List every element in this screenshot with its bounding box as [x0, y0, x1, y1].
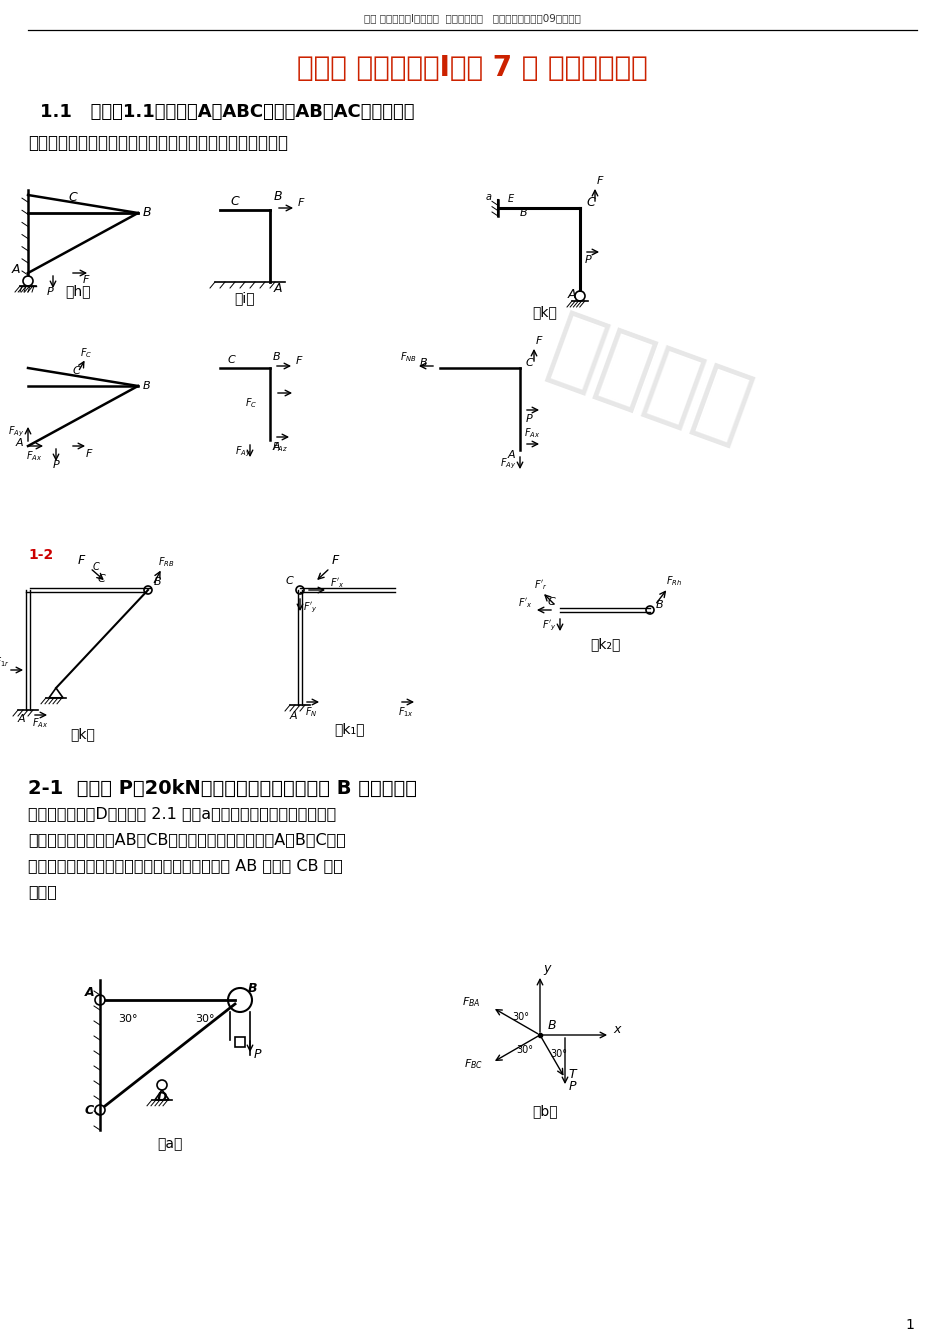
Text: P: P [568, 1080, 576, 1094]
Text: $F'_x$: $F'_x$ [517, 596, 532, 610]
Text: F: F [597, 176, 602, 186]
Text: $F'_r$: $F'_r$ [533, 578, 548, 592]
Text: C: C [526, 358, 533, 368]
Text: A: A [274, 282, 282, 295]
Text: （i）: （i） [234, 291, 255, 305]
Text: $F_{Rh}$: $F_{Rh}$ [666, 574, 682, 588]
Text: C: C [69, 191, 77, 205]
Text: $F_C$: $F_C$ [80, 346, 93, 360]
Text: $F_{1x}$: $F_{1x}$ [397, 705, 413, 719]
Text: 哈工大 理论力学（I）第 7 版 部分习题答案: 哈工大 理论力学（I）第 7 版 部分习题答案 [296, 53, 647, 82]
Text: A: A [16, 439, 24, 448]
Text: （h）: （h） [65, 283, 91, 298]
Text: 未画重力的各物体的自重不计，所有接触处均为光滑接触。: 未画重力的各物体的自重不计，所有接触处均为光滑接触。 [28, 134, 288, 152]
Text: T: T [567, 1068, 575, 1082]
Text: F: F [83, 275, 89, 285]
Text: B: B [154, 578, 161, 587]
Text: F: F [86, 449, 93, 459]
Text: 1: 1 [904, 1318, 914, 1332]
Text: 30°: 30° [194, 1013, 214, 1024]
Text: C: C [229, 195, 239, 209]
Text: F: F [535, 336, 542, 346]
Text: B: B [247, 981, 257, 995]
Text: A: A [567, 287, 576, 301]
Text: $F_{RB}$: $F_{RB}$ [158, 555, 175, 568]
Text: B: B [274, 190, 282, 203]
Text: x: x [613, 1023, 619, 1036]
Text: B: B [419, 358, 428, 368]
Text: C: C [585, 197, 594, 209]
Text: 机械整理: 机械整理 [538, 306, 761, 455]
Text: （b）: （b） [531, 1104, 557, 1118]
Text: $F_C$: $F_C$ [244, 396, 257, 410]
Text: 1.1   画出题1.1图中物体A、ABC或构件AB、AC的受力图。: 1.1 画出题1.1图中物体A、ABC或构件AB、AC的受力图。 [40, 103, 414, 122]
Text: F: F [297, 198, 304, 209]
Text: $F_N$: $F_N$ [305, 705, 317, 719]
Text: A: A [85, 985, 94, 999]
Text: F: F [295, 356, 302, 366]
Text: P: P [254, 1048, 261, 1062]
Text: C: C [98, 574, 106, 584]
Text: （k₂）: （k₂） [589, 636, 619, 651]
Text: C: C [85, 1104, 94, 1116]
Text: $F'_y$: $F'_y$ [303, 600, 317, 615]
Text: 另一端接在铰车D上，如题 2.1 图（a）所示，转动铰车，物体便能: 另一端接在铰车D上，如题 2.1 图（a）所示，转动铰车，物体便能 [28, 806, 336, 821]
Text: P: P [584, 255, 591, 265]
Text: 30°: 30° [549, 1050, 566, 1059]
Text: B: B [273, 352, 280, 362]
Text: C: C [228, 356, 235, 365]
Text: $F_{Ay}$: $F_{Ay}$ [8, 424, 25, 439]
Text: B: B [519, 209, 527, 218]
Text: （a）: （a） [157, 1136, 182, 1151]
Text: 30°: 30° [512, 1012, 529, 1021]
Text: C: C [73, 366, 80, 376]
Text: $F'_x$: $F'_x$ [329, 576, 345, 590]
Text: A: A [11, 263, 20, 275]
Text: 起。设滑轮的大小、AB与CB杆自重及摩擦略去不计，A、B、C三处: 起。设滑轮的大小、AB与CB杆自重及摩擦略去不计，A、B、C三处 [28, 833, 346, 848]
Text: $F_{Ax}$: $F_{Ax}$ [32, 717, 48, 730]
Text: A: A [508, 451, 515, 460]
Text: （k）: （k） [71, 727, 95, 741]
Text: y: y [543, 963, 549, 975]
Text: $F_{Ax}$: $F_{Ax}$ [26, 449, 42, 463]
Text: 1-2: 1-2 [28, 548, 53, 562]
Text: D: D [157, 1091, 167, 1104]
Text: $F_{BC}$: $F_{BC}$ [464, 1058, 483, 1071]
Text: C: C [548, 598, 555, 607]
Text: F: F [78, 554, 85, 567]
Text: $F_{Az}$: $F_{Az}$ [272, 440, 288, 453]
Text: P: P [53, 460, 59, 471]
Text: 30°: 30° [118, 1013, 138, 1024]
Text: $F_{Ay}$: $F_{Ay}$ [499, 456, 515, 471]
Text: A: A [273, 443, 280, 452]
Text: P: P [46, 287, 53, 297]
Text: 配套 理论力学（I）第七版  课后习题答案   福州大学至诚学院09机械整理: 配套 理论力学（I）第七版 课后习题答案 福州大学至诚学院09机械整理 [363, 13, 580, 23]
Text: P: P [526, 414, 532, 424]
Text: C: C [93, 562, 100, 572]
Bar [235, 1038, 244, 1047]
Text: 的力。: 的力。 [28, 885, 57, 900]
Text: 30°: 30° [515, 1046, 532, 1055]
Text: $F_{BA}$: $F_{BA}$ [462, 996, 480, 1009]
Text: $E_{1r}$: $E_{1r}$ [0, 655, 9, 668]
Text: $F_{NB}$: $F_{NB}$ [399, 350, 416, 364]
Text: （k）: （k） [532, 305, 557, 320]
Text: $F_{Ax}$: $F_{Ax}$ [523, 427, 540, 440]
Text: B: B [548, 1019, 556, 1032]
Text: $F_{Ay}$: $F_{Ay}$ [235, 444, 251, 459]
Text: 为铰链连接，当物体处于平衡状态时，试求拉杆 AB 和支杆 CB 处：: 为铰链连接，当物体处于平衡状态时，试求拉杆 AB 和支杆 CB 处： [28, 858, 343, 873]
Text: A: A [290, 711, 297, 721]
Text: F: F [331, 554, 339, 567]
Text: B: B [143, 381, 150, 390]
Text: B: B [143, 206, 151, 219]
Text: a: a [485, 193, 492, 202]
Text: 2-1  物体重 P＝20kN，用绳子挂在支架的滑轮 B 上，绳子的: 2-1 物体重 P＝20kN，用绳子挂在支架的滑轮 B 上，绳子的 [28, 778, 416, 797]
Text: C: C [286, 576, 294, 586]
Text: E: E [508, 194, 514, 205]
Text: （k₁）: （k₁） [334, 722, 365, 735]
Text: $F'_y$: $F'_y$ [542, 619, 556, 632]
Text: A: A [18, 714, 25, 725]
Text: B: B [655, 600, 663, 610]
